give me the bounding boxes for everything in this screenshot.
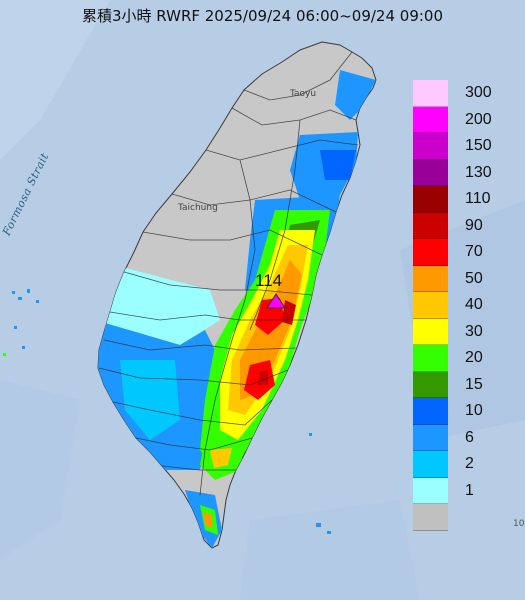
legend-swatch: [413, 345, 448, 372]
legend-swatch: [413, 265, 448, 292]
legend-row: 1: [413, 477, 523, 504]
legend-row: 15: [413, 371, 523, 398]
legend-row: 110: [413, 186, 523, 213]
legend-row: 10: [413, 398, 523, 425]
legend-label: 50: [465, 269, 483, 287]
legend-row: 6: [413, 424, 523, 451]
legend-label: 300: [465, 84, 492, 101]
legend-swatch: [413, 292, 448, 319]
legend-label: 6: [465, 428, 474, 446]
legend-row: [413, 504, 523, 531]
legend-swatch: [413, 371, 448, 398]
legend-label: 200: [465, 110, 492, 128]
legend-swatch: [413, 504, 448, 531]
legend-swatch: [413, 398, 448, 425]
legend-row: 50: [413, 265, 523, 292]
legend-label: 150: [465, 137, 492, 154]
legend-label: 70: [465, 243, 483, 260]
legend-row: 40: [413, 292, 523, 319]
legend-swatch: [413, 106, 448, 133]
legend-row: 30: [413, 318, 523, 345]
legend-row: 70: [413, 239, 523, 266]
legend-row: 300: [413, 80, 523, 107]
legend-label: 110: [465, 190, 491, 207]
legend-row: 20: [413, 345, 523, 372]
legend-row: 200: [413, 106, 523, 133]
legend-row: 2: [413, 451, 523, 478]
triangle-icon: [266, 293, 286, 309]
legend-swatch: [413, 212, 448, 239]
map-title: 累積3小時 RWRF 2025/09/24 06:00~09/24 09:00: [81, 7, 444, 25]
legend-label: 30: [465, 322, 483, 340]
legend-swatch: [413, 239, 448, 266]
legend-label: 90: [465, 216, 483, 234]
legend-swatch: [413, 159, 448, 186]
legend-row: 90: [413, 212, 523, 239]
legend-label: 10: [465, 402, 483, 419]
legend-swatch: [413, 133, 448, 160]
legend-row: 130: [413, 159, 523, 186]
legend-label: 40: [465, 296, 483, 313]
legend-swatch: [413, 451, 448, 478]
legend-label: 20: [465, 349, 483, 366]
legend-label: 1: [465, 481, 474, 499]
legend-swatch: [413, 477, 448, 504]
legend-swatch: [413, 186, 448, 213]
legend-label: 2: [465, 455, 474, 472]
peak-value-label: 114: [255, 271, 283, 290]
legend-swatch: [413, 424, 448, 451]
edge-label: 10: [513, 519, 525, 529]
legend-label: 15: [465, 375, 483, 393]
legend-row: 150: [413, 133, 523, 160]
legend-swatch: [413, 318, 448, 345]
legend-swatch: [413, 80, 448, 107]
legend-label: 130: [465, 163, 492, 181]
city-label: Taoyu: [290, 89, 317, 99]
city-label: Taichung: [178, 203, 218, 213]
